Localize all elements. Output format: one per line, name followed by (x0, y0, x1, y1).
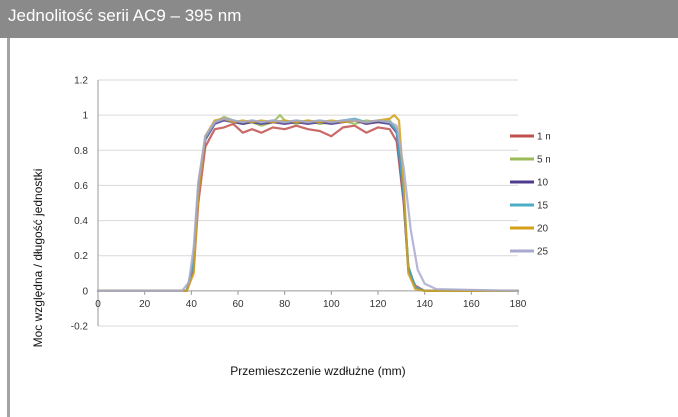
x-tick-label: 180 (510, 299, 527, 310)
x-tick-label: 0 (95, 299, 101, 310)
series-line-10-mm (96, 119, 520, 292)
x-tick-label: 60 (232, 299, 244, 310)
series-line-20-mm (96, 113, 520, 292)
series-line-15-mm (96, 117, 520, 292)
x-tick-label: 160 (463, 299, 480, 310)
left-divider (7, 38, 10, 417)
y-tick-label: 1.2 (74, 76, 88, 87)
series-layer (96, 113, 520, 292)
y-tick-label: 0.6 (74, 181, 88, 192)
x-tick-label: 100 (323, 299, 340, 310)
legend-label: 1 mm (537, 132, 550, 143)
y-tick-label: 1 (82, 111, 88, 122)
x-tick-label: 20 (139, 299, 151, 310)
chart-container: 1.2 1 0.8 0.6 0.4 0.2 0 -0.2 0 20 40 60 80 100 120 140 1… (26, 58, 550, 388)
y-tick-label: 0.2 (74, 251, 88, 262)
legend-label: 5 mm (537, 155, 550, 166)
legend-label: 20 mm (537, 224, 550, 235)
y-tick-label: 0 (82, 286, 88, 297)
y-tick-label: -0.2 (71, 322, 89, 333)
legend-label: 25 mm (537, 247, 550, 258)
y-tick-label: 0.4 (74, 216, 88, 227)
axes-layer: 1.2 1 0.8 0.6 0.4 0.2 0 -0.2 0 20 40 60 80 100 120 140 1… (71, 76, 527, 333)
y-tick-label: 0.8 (74, 146, 88, 157)
x-tick-label: 40 (186, 299, 198, 310)
series-line-1-mm (96, 122, 520, 292)
legend-layer: 1 mm 5 mm 10 mm 15 mm 20 mm 25 mm (510, 132, 550, 258)
x-tick-label: 140 (416, 299, 433, 310)
grid-layer (98, 79, 518, 327)
line-chart: 1.2 1 0.8 0.6 0.4 0.2 0 -0.2 0 20 40 60 80 100 120 140 1… (71, 76, 550, 333)
x-axis-label: Przemieszczenie wzdłużne (mm) (230, 364, 406, 378)
legend-label: 15 mm (537, 201, 550, 212)
y-axis-label: Moc względna / długość jednostki (31, 168, 45, 348)
legend-label: 10 mm (537, 178, 550, 189)
page-title: Jednolitość serii AC9 – 395 nm (8, 6, 242, 25)
series-line-5-mm (96, 113, 520, 292)
x-tick-label: 120 (370, 299, 387, 310)
header-bar: Jednolitość serii AC9 – 395 nm (0, 0, 678, 38)
x-tick-label: 80 (279, 299, 291, 310)
series-line-25-mm (96, 117, 520, 292)
